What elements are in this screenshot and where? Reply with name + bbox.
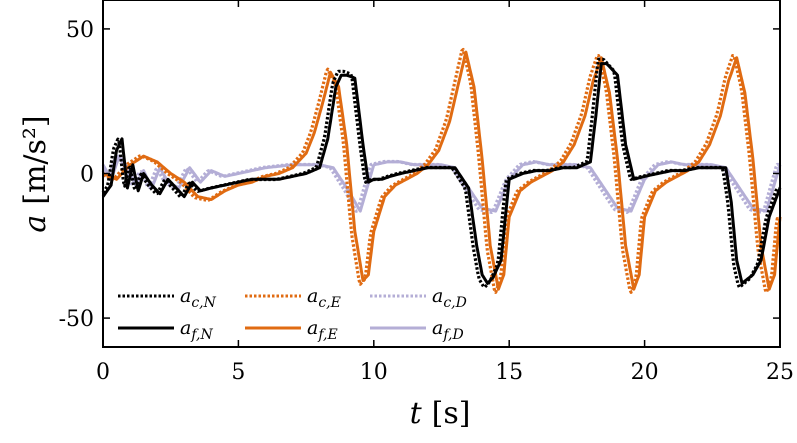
legend: ac,N ac,E ac,D af,N af,E af,D: [118, 285, 467, 343]
x-tick-label: 15: [495, 360, 523, 385]
x-tick-label: 0: [96, 360, 110, 385]
y-tick-label: 50: [66, 18, 94, 43]
x-axis-label: t [s]: [410, 396, 471, 431]
x-tick-label: 20: [631, 360, 659, 385]
series-line-a-f-d: [101, 154, 782, 213]
y-axis-label: a[m/s²]: [18, 115, 53, 232]
y-tick-label: 0: [80, 163, 94, 188]
x-tick-label: 5: [231, 360, 245, 385]
legend-label: af,D: [432, 317, 464, 343]
x-tick-label: 25: [766, 360, 794, 385]
y-tick-label: -50: [59, 307, 94, 332]
ticks-layer: 0 5 10 15 20 25 -50 0 50: [59, 0, 794, 385]
legend-label: ac,N: [180, 285, 217, 311]
x-tick-label: 10: [360, 360, 388, 385]
legend-label: af,N: [180, 317, 213, 343]
series-line-a-f-e: [102, 50, 782, 291]
series-line-a-f-n: [101, 62, 782, 285]
legend-label: ac,E: [307, 285, 341, 311]
legend-label: ac,D: [432, 285, 467, 311]
series-layer: [101, 48, 782, 294]
legend-label: af,E: [307, 317, 338, 343]
